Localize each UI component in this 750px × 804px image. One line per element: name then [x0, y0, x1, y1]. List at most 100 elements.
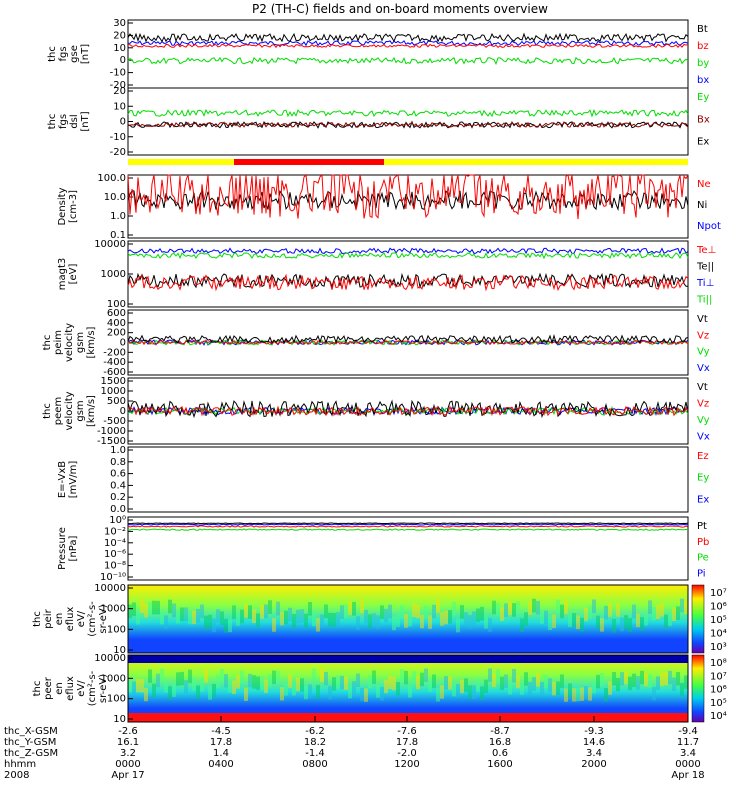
- trace-temp-black: [127, 272, 688, 290]
- y-axis-label: [km/s]: [86, 326, 97, 358]
- footer-value: -9.3: [584, 726, 604, 737]
- legend-peim: Vx: [697, 363, 710, 374]
- y-tick-label: 1.0: [110, 211, 126, 222]
- y-tick-label: 0: [120, 406, 126, 417]
- y-tick-label: 0.2: [110, 492, 126, 503]
- y-axis-label: [nPa]: [68, 535, 79, 561]
- y-tick-label: 10000: [94, 653, 126, 664]
- legend-efield: Ex: [697, 494, 709, 505]
- legend-temp: Te||: [696, 262, 714, 273]
- trace-fgs-dsl-darkred: [127, 121, 689, 129]
- y-tick-label: 10: [113, 43, 126, 54]
- legend-peim: Vz: [697, 330, 709, 341]
- y-axis-label: [mV/m]: [68, 461, 79, 499]
- panel-frame-peir: [127, 584, 689, 654]
- colorbar-label: 10⁸: [710, 658, 727, 669]
- y-axis-label: Pressure: [57, 527, 68, 570]
- legend-fgs-dsl: Ex: [697, 137, 709, 148]
- y-tick-label: 0.4: [110, 480, 126, 491]
- y-tick-label: 1000: [101, 386, 126, 397]
- spectrogram-bottom-band: [128, 713, 688, 722]
- y-axis-label: magt3: [57, 258, 68, 291]
- y-tick-label: 100: [107, 624, 126, 635]
- trace-temp-blue: [127, 247, 689, 255]
- y-tick-label: 200: [107, 328, 126, 339]
- legend-fgs: by: [697, 58, 709, 69]
- mode-bar: [128, 159, 688, 165]
- y-axis-label: thc: [32, 611, 43, 627]
- footer-value: -7.6: [397, 726, 417, 737]
- legend-pressure: Pi: [697, 568, 706, 579]
- y-axis-label: dsl: [69, 114, 80, 128]
- y-tick-label: 10000: [94, 239, 126, 250]
- trace-peem-red: [127, 405, 689, 417]
- footer-value: -6.2: [305, 726, 325, 737]
- y-tick-label: 1000: [101, 604, 126, 615]
- y-axis-label: eflux: [65, 676, 76, 701]
- y-axis-label: [cm-3]: [68, 190, 79, 223]
- y-axis-label: (cm²-s-: [87, 670, 98, 706]
- colorbar-label: 10⁶: [710, 685, 727, 696]
- y-axis-label: sr-eV): [98, 604, 109, 633]
- colorbar-label: 10³: [710, 642, 727, 653]
- y-axis-label: thc: [32, 681, 43, 697]
- panel-frame-fgs: [127, 19, 689, 89]
- y-tick-label: 0: [120, 117, 126, 128]
- trace-fgs-red: [127, 43, 689, 49]
- legend-density: Ne: [697, 179, 711, 190]
- legend-pressure: Pe: [697, 553, 709, 564]
- y-tick-label: -400: [103, 357, 126, 368]
- footer-value: -1.4: [305, 748, 325, 759]
- footer-value: -2.6: [118, 726, 138, 737]
- y-tick-label: 600: [107, 308, 126, 319]
- footer-value: -9.4: [678, 726, 698, 737]
- y-axis-label: peem: [53, 397, 64, 425]
- y-tick-label: 10⁻⁸: [104, 561, 126, 572]
- legend-efield: Ez: [697, 451, 709, 462]
- panel-frame-peer: [127, 654, 689, 723]
- trace-temp-green: [127, 252, 689, 260]
- y-axis-label: peim: [53, 330, 64, 355]
- footer-value: 0800: [302, 759, 327, 770]
- footer-value: 3.2: [120, 748, 136, 759]
- legend-peim: Vy: [697, 347, 710, 358]
- trace-fgs-green: [127, 56, 689, 66]
- trace-fgs-blue: [127, 40, 689, 47]
- y-tick-label: 100.0: [97, 173, 126, 184]
- y-tick-label: 10⁻¹⁰: [100, 572, 126, 583]
- y-axis-label: gse: [69, 45, 80, 63]
- trace-density-black: [127, 189, 689, 212]
- footer-value: 11.7: [677, 737, 699, 748]
- footer-value: 3.4: [680, 748, 696, 759]
- y-tick-label: 1000: [101, 269, 126, 280]
- footer-label: thc_Z-GSM: [4, 748, 58, 759]
- legend-peem: Vz: [697, 399, 709, 410]
- legend-density: Ni: [697, 200, 707, 211]
- y-tick-label: 1500: [101, 376, 126, 387]
- y-tick-label: 100: [107, 694, 126, 705]
- legend-temp: Ti||: [696, 295, 712, 306]
- legend-fgs-dsl: Ey: [697, 92, 709, 103]
- footer-value: 17.8: [210, 737, 232, 748]
- colorbar-label: 10⁴: [710, 711, 727, 722]
- y-axis-label: thc: [42, 403, 53, 419]
- legend-efield: Ey: [697, 473, 709, 484]
- colorbar-label: 10⁵: [710, 615, 727, 626]
- footer-value: 0000: [115, 759, 140, 770]
- legend-fgs: Bt: [697, 24, 708, 35]
- y-axis-label: peir: [43, 608, 54, 628]
- footer-value: -2.0: [397, 748, 417, 759]
- y-axis-label: gsm: [75, 400, 86, 421]
- trace-pressure-green: [127, 528, 689, 531]
- y-tick-label: 10⁻²: [104, 526, 126, 537]
- y-axis-label: gsm: [75, 332, 86, 353]
- y-axis-label: [nT]: [80, 111, 91, 131]
- footer-label: thc_Y-GSM: [4, 737, 56, 748]
- y-axis-label: fgs: [58, 114, 69, 129]
- y-tick-label: 10.0: [104, 192, 126, 203]
- legend-temp: Ti⊥: [696, 278, 714, 289]
- footer-value: 1200: [394, 759, 419, 770]
- y-tick-label: 100: [107, 299, 126, 310]
